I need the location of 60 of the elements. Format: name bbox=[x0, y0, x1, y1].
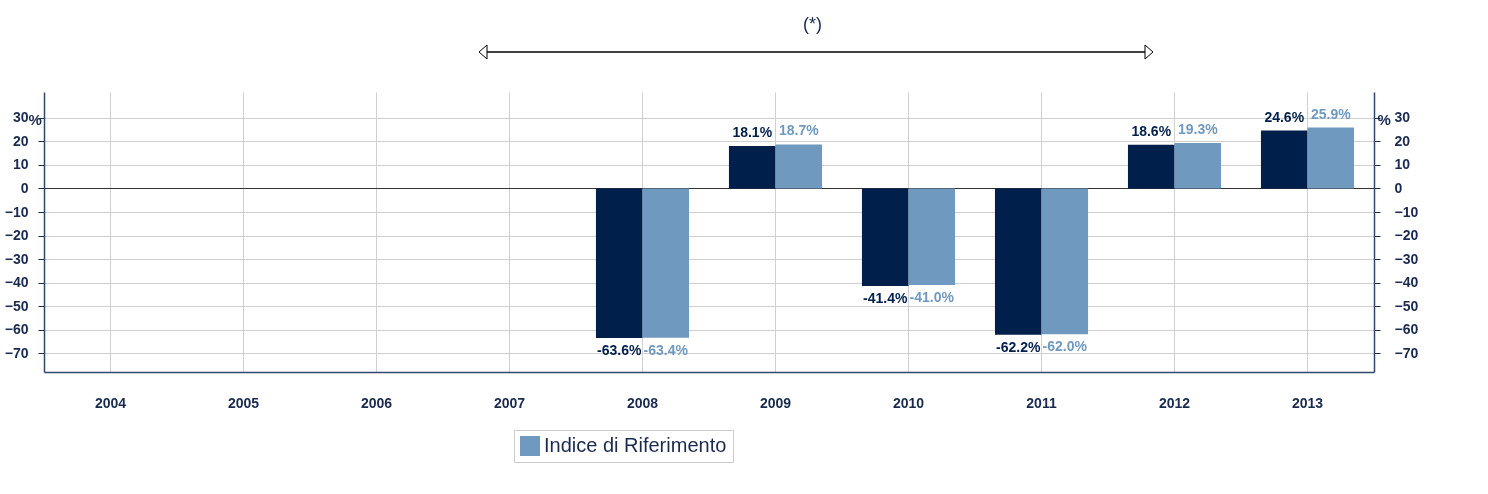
data-label: 18.7% bbox=[778, 122, 820, 139]
x-tick-label: 2009 bbox=[759, 394, 792, 411]
x-tick-label: 2012 bbox=[1158, 394, 1191, 411]
legend-label: Indice di Riferimento bbox=[544, 434, 727, 456]
data-label: 19.3% bbox=[1177, 121, 1219, 138]
x-tick-label: 2006 bbox=[360, 394, 393, 411]
bar bbox=[728, 145, 776, 189]
bar bbox=[1127, 144, 1175, 189]
y-tick-label: −60 bbox=[4, 321, 29, 338]
data-label: 24.6% bbox=[1264, 108, 1305, 125]
data-label: 25.9% bbox=[1310, 105, 1352, 122]
y-tick-label: 20 bbox=[12, 132, 29, 149]
y2-axis-title: % bbox=[1377, 110, 1391, 128]
x-tick-label: 2004 bbox=[94, 394, 127, 411]
bar bbox=[1307, 127, 1355, 189]
data-label: 18.1% bbox=[732, 123, 773, 140]
data-label: -63.4% bbox=[643, 341, 689, 358]
bar bbox=[595, 188, 643, 339]
y2-tick-label: −40 bbox=[1394, 274, 1419, 291]
y2-tick-label: 20 bbox=[1394, 132, 1411, 149]
y-tick-label: −30 bbox=[4, 250, 29, 267]
y-axis-title: % bbox=[28, 110, 42, 128]
y-tick-label: −70 bbox=[4, 344, 29, 361]
y-tick-label: −40 bbox=[4, 274, 29, 291]
y-tick-label: 10 bbox=[12, 156, 29, 173]
y2-tick-label: −20 bbox=[1394, 227, 1419, 244]
x-tick-label: 2010 bbox=[892, 394, 925, 411]
data-label: 18.6% bbox=[1131, 122, 1172, 139]
y-tick-label: 0 bbox=[20, 179, 29, 196]
bar bbox=[861, 188, 909, 286]
x-tick-label: 2013 bbox=[1291, 394, 1324, 411]
bar bbox=[1174, 143, 1222, 189]
data-label: -41.4% bbox=[863, 289, 908, 306]
y2-tick-label: −70 bbox=[1394, 344, 1419, 361]
y2-tick-label: −60 bbox=[1394, 321, 1419, 338]
y2-tick-label: 10 bbox=[1394, 156, 1411, 173]
y2-tick-label: 30 bbox=[1394, 109, 1411, 126]
y2-tick-label: 0 bbox=[1394, 179, 1403, 196]
text: (*) bbox=[803, 14, 822, 35]
data-label: -62.0% bbox=[1042, 338, 1088, 355]
x-tick-label: 2011 bbox=[1026, 394, 1057, 411]
y2-tick-label: −10 bbox=[1394, 203, 1419, 220]
bar bbox=[908, 188, 956, 285]
bar bbox=[1041, 188, 1089, 335]
y-tick-label: −20 bbox=[4, 227, 29, 244]
bar bbox=[775, 144, 823, 189]
bar bbox=[642, 188, 690, 338]
data-label: -63.6% bbox=[597, 342, 642, 359]
x-tick-label: 2007 bbox=[493, 394, 526, 411]
bar bbox=[994, 188, 1042, 335]
y2-tick-label: −30 bbox=[1394, 250, 1419, 267]
data-label: -62.2% bbox=[996, 338, 1041, 355]
x-tick-label: 2005 bbox=[227, 394, 260, 411]
y-tick-label: 30 bbox=[12, 109, 29, 126]
data-label: -41.0% bbox=[909, 288, 955, 305]
y-tick-label: −50 bbox=[4, 297, 29, 314]
bar bbox=[1260, 130, 1308, 189]
y2-tick-label: −50 bbox=[1394, 297, 1419, 314]
x-tick-label: 2008 bbox=[626, 394, 659, 411]
y-tick-label: −10 bbox=[4, 203, 29, 220]
